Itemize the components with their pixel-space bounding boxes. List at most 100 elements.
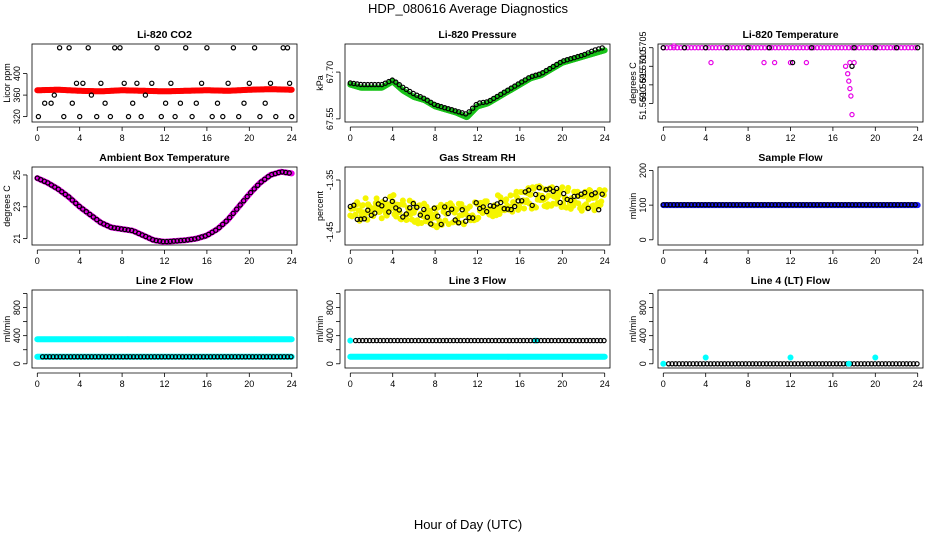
x-tick-label: 8 (746, 256, 751, 266)
data-point (400, 214, 406, 220)
data-point (94, 216, 100, 223)
x-tick-label: 20 (870, 133, 880, 143)
data-point (534, 337, 541, 344)
data-point (846, 78, 852, 84)
data-point (138, 113, 144, 120)
series-line4 (660, 354, 879, 367)
data-point (153, 237, 159, 244)
data-point (706, 45, 712, 51)
data-point (85, 45, 91, 51)
data-point (443, 337, 450, 344)
data-point (538, 337, 544, 344)
x-tick-label: 0 (348, 379, 353, 389)
data-point (216, 224, 222, 231)
data-point (155, 354, 161, 360)
data-point (825, 202, 831, 208)
data-point (184, 237, 191, 243)
data-point (458, 201, 465, 208)
data-point (727, 202, 733, 208)
data-point (71, 354, 77, 360)
data-point (43, 354, 49, 360)
data-point (601, 187, 608, 194)
data-point (779, 202, 785, 208)
data-point (565, 184, 572, 191)
x-tick-label: 0 (348, 133, 353, 143)
data-point (512, 203, 518, 210)
data-point (459, 206, 465, 213)
data-point (734, 45, 740, 51)
y-tick-label: 25 (12, 170, 22, 180)
data-point (452, 217, 458, 223)
data-point (189, 113, 195, 120)
data-point (727, 45, 733, 51)
series-line2-high (34, 336, 295, 343)
data-point (496, 337, 502, 344)
plot-frame (31, 166, 298, 246)
data-point (737, 202, 744, 208)
data-point (863, 202, 869, 208)
x-tick-label: 4 (77, 379, 82, 389)
data-point (69, 100, 76, 106)
data-point (849, 111, 855, 118)
data-point (886, 361, 892, 367)
data-point (95, 354, 102, 360)
y-axis: 0 100 200 (638, 163, 654, 242)
x-tick-label: 4 (390, 379, 395, 389)
data-point (389, 198, 395, 205)
data-point (755, 202, 761, 208)
data-point (571, 193, 577, 200)
data-point (59, 189, 65, 195)
data-point (351, 80, 357, 87)
data-point (386, 209, 392, 215)
x-tick-label: 24 (600, 256, 610, 266)
data-point (433, 337, 439, 344)
data-point (50, 354, 56, 360)
data-point (893, 361, 899, 367)
data-point (501, 205, 507, 212)
data-point (347, 80, 353, 86)
data-point (781, 361, 787, 367)
data-point (777, 361, 784, 367)
data-point (223, 218, 229, 224)
panel-title: Li-820 Pressure (438, 29, 516, 41)
data-point (791, 361, 798, 367)
x-axis: 0 4 8 12 16 20 24 (661, 372, 923, 389)
data-point (218, 354, 224, 360)
data-point (805, 361, 812, 367)
data-point (545, 192, 552, 199)
data-point (141, 354, 147, 360)
data-point (797, 202, 803, 208)
x-tick-label: 16 (828, 379, 838, 389)
data-point (683, 361, 689, 367)
data-point (429, 337, 436, 344)
data-point (870, 45, 876, 51)
data-point (270, 354, 277, 360)
data-point (483, 198, 490, 205)
data-point (671, 43, 677, 49)
y-axis: -1.45 -1.35 (325, 170, 341, 242)
data-point (821, 202, 827, 208)
data-point (590, 337, 597, 344)
data-point (895, 202, 901, 208)
data-point (787, 354, 794, 361)
data-point (784, 361, 791, 367)
data-point (533, 191, 539, 198)
data-point (877, 202, 883, 208)
data-point (867, 45, 873, 51)
data-point (559, 184, 566, 191)
data-point (597, 337, 604, 344)
data-point (786, 202, 792, 208)
data-point (693, 361, 700, 367)
data-point (193, 354, 200, 360)
data-point (182, 45, 189, 51)
data-point (599, 191, 605, 197)
data-point (714, 361, 721, 367)
data-point (364, 216, 371, 223)
plot-frame (344, 166, 611, 246)
series-samples (660, 202, 918, 208)
data-point (379, 203, 385, 209)
data-point (909, 45, 915, 51)
data-point (280, 45, 286, 51)
data-point (856, 45, 862, 51)
